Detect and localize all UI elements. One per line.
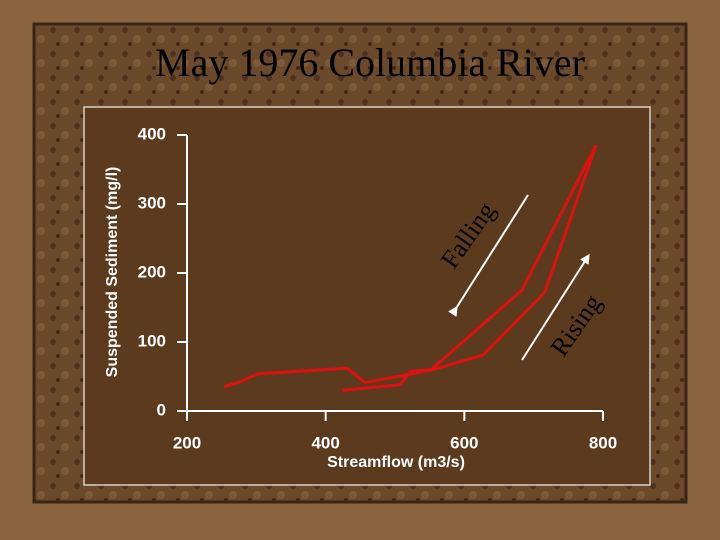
x-tick-label: 800 — [589, 433, 617, 452]
falling-arrow — [448, 194, 529, 317]
y-tick-label: 100 — [138, 331, 166, 350]
y-tick-label: 0 — [157, 400, 166, 419]
chart-title: May 1976 Columbia River — [155, 40, 585, 85]
x-tick-label: 200 — [173, 433, 201, 452]
plot-panel — [83, 106, 651, 486]
x-axis-title: Streamflow (m3/s) — [327, 454, 465, 471]
y-tick-label: 400 — [138, 124, 166, 143]
rising-arrow — [521, 253, 590, 361]
y-tick-label: 200 — [138, 262, 166, 281]
series-line — [223, 144, 598, 389]
y-axis-title: Suspended Sediment (mg/l) — [104, 167, 121, 378]
x-tick-label: 400 — [311, 433, 339, 452]
y-tick-label: 300 — [138, 193, 166, 212]
x-tick-label: 600 — [450, 433, 478, 452]
